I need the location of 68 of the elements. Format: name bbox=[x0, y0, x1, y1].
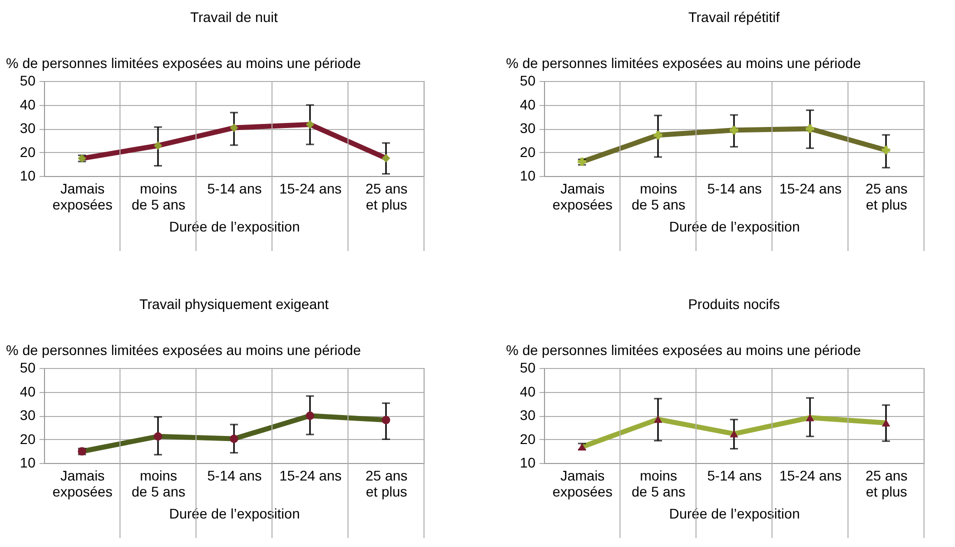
point bbox=[654, 130, 662, 140]
x-tick-label: 5-14 ans bbox=[207, 180, 262, 196]
x-tick-label: Jamais exposées bbox=[552, 468, 612, 500]
x-tick-label: 25 ans et plus bbox=[365, 468, 408, 500]
x-axis-title: Durée de l’exposition bbox=[169, 218, 300, 234]
y-tick-label: 30 bbox=[520, 407, 536, 423]
y-tick-label: 50 bbox=[520, 72, 536, 88]
x-tick-label: 15-24 ans bbox=[279, 468, 342, 484]
y-tick-label: 50 bbox=[20, 72, 36, 88]
point bbox=[382, 154, 390, 162]
y-tick-label: 10 bbox=[20, 454, 36, 470]
point bbox=[730, 126, 738, 134]
chart-title: Travail répétitif bbox=[688, 9, 780, 25]
y-tick-label: 40 bbox=[520, 383, 536, 400]
y-tick-label: 40 bbox=[520, 96, 536, 112]
x-tick-label: Jamais exposées bbox=[552, 180, 612, 212]
y-tick-label: 40 bbox=[20, 96, 36, 112]
x-tick-label: Jamais exposées bbox=[52, 468, 112, 500]
y-tick-label: 30 bbox=[20, 407, 36, 423]
x-axis-title: Durée de l’exposition bbox=[169, 506, 300, 522]
point bbox=[730, 430, 738, 438]
x-tick-label: 5-14 ans bbox=[207, 468, 262, 484]
y-tick-label: 20 bbox=[20, 144, 36, 160]
point bbox=[154, 432, 162, 441]
point bbox=[306, 412, 314, 420]
y-tick-label: 10 bbox=[520, 168, 536, 184]
point bbox=[806, 414, 814, 422]
y-tick-label: 20 bbox=[520, 430, 536, 447]
point bbox=[230, 124, 238, 132]
y-tick-label: 50 bbox=[520, 360, 536, 376]
x-tick-label: moins de 5 ans bbox=[632, 180, 686, 212]
x-tick-label: 25 ans et plus bbox=[865, 180, 908, 212]
point bbox=[306, 120, 314, 129]
point bbox=[654, 416, 662, 423]
x-tick-label: 15-24 ans bbox=[279, 180, 342, 196]
x-tick-label: 5-14 ans bbox=[707, 468, 762, 484]
chart-title: Produits nocifs bbox=[688, 296, 780, 312]
x-tick-label: 25 ans et plus bbox=[365, 180, 408, 212]
point bbox=[382, 416, 390, 424]
y-tick-label: 30 bbox=[20, 120, 36, 136]
chart-title: Travail de nuit bbox=[190, 9, 278, 25]
x-tick-label: 15-24 ans bbox=[779, 468, 842, 484]
point bbox=[882, 419, 890, 426]
x-tick-label: 25 ans et plus bbox=[865, 468, 908, 500]
x-tick-label: 15-24 ans bbox=[779, 180, 842, 196]
point bbox=[882, 146, 890, 154]
x-tick-label: 5-14 ans bbox=[707, 180, 762, 196]
y-axis-title: % de personnes limitées exposées au moins une période bbox=[6, 342, 362, 358]
x-tick-label: Jamais exposées bbox=[52, 180, 112, 212]
y-tick-label: 10 bbox=[20, 168, 36, 184]
y-tick-label: 30 bbox=[520, 120, 536, 136]
x-tick-label: moins de 5 ans bbox=[632, 468, 686, 500]
y-tick-label: 20 bbox=[20, 430, 36, 447]
x-tick-label: moins de 5 ans bbox=[132, 468, 186, 500]
y-tick-label: 20 bbox=[520, 144, 536, 160]
y-tick-label: 50 bbox=[20, 360, 36, 376]
chart-title: Travail physiquement exigeant bbox=[139, 296, 329, 312]
point bbox=[154, 141, 162, 150]
x-axis-title: Durée de l’exposition bbox=[669, 218, 800, 234]
y-axis-title: % de personnes limitées exposées au moins une période bbox=[506, 342, 862, 358]
y-axis-title: % de personnes limitées exposées au moins une période bbox=[6, 55, 362, 71]
point bbox=[806, 124, 814, 133]
y-tick-label: 40 bbox=[20, 383, 36, 400]
x-tick-label: moins de 5 ans bbox=[132, 180, 186, 212]
y-axis-title: % de personnes limitées exposées au moins une période bbox=[506, 55, 862, 71]
y-tick-label: 10 bbox=[520, 454, 536, 470]
x-axis-title: Durée de l’exposition bbox=[669, 506, 800, 522]
point bbox=[230, 434, 238, 443]
